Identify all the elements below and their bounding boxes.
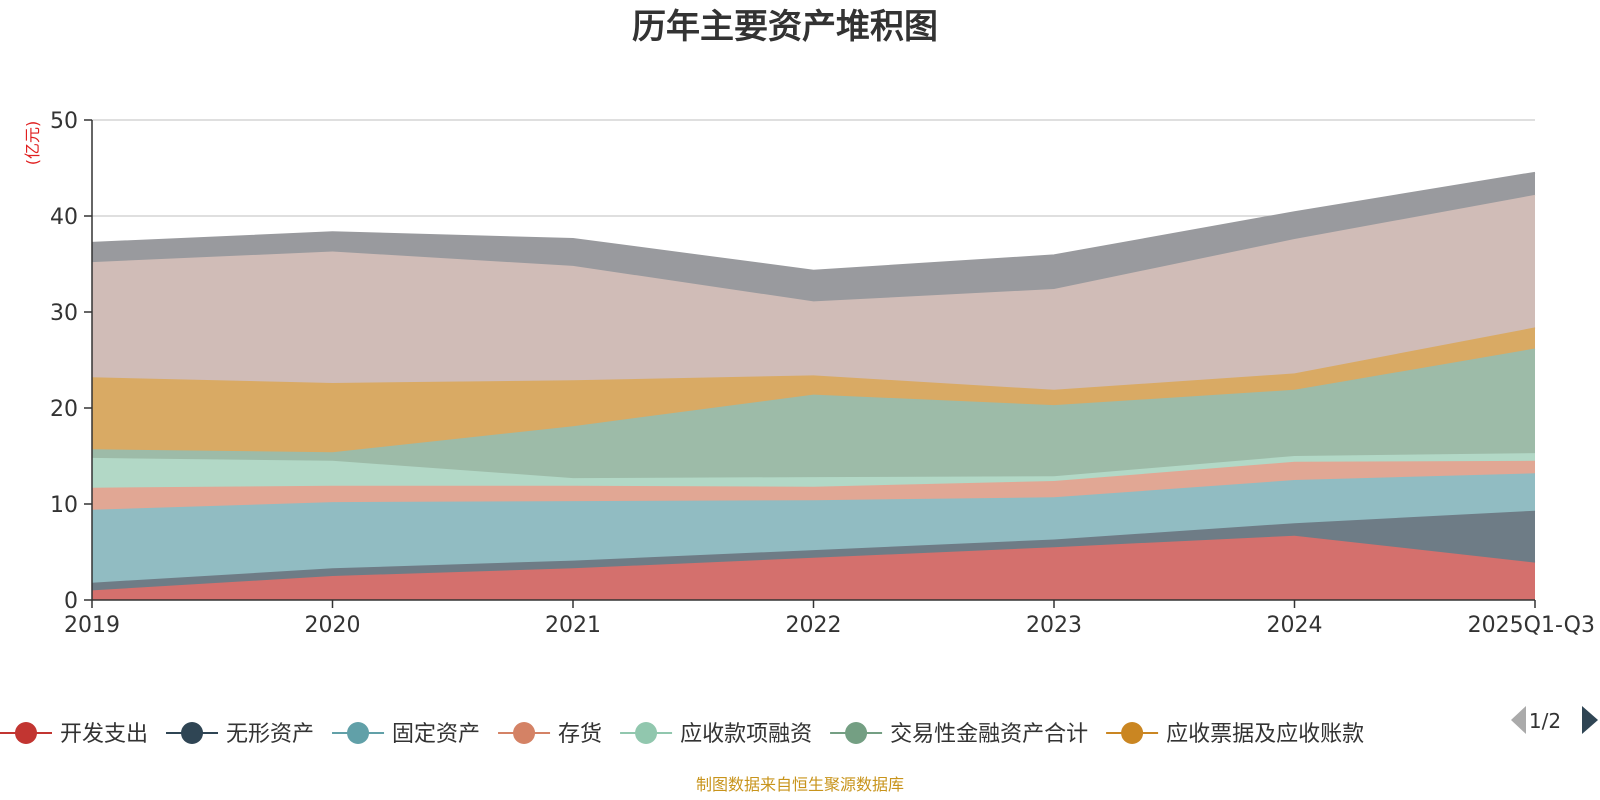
legend-page-indicator: 1/2 bbox=[1529, 709, 1561, 733]
area-series-9[interactable] bbox=[92, 172, 1535, 302]
legend-label: 交易性金融资产合计 bbox=[890, 722, 1088, 747]
x-tick-label: 2023 bbox=[1026, 613, 1082, 638]
triangle-left-icon[interactable] bbox=[1511, 706, 1526, 734]
y-axis-unit-label: (亿元) bbox=[23, 121, 42, 166]
axes: 0 10 20 30 40 50 2019 2020 2021 2022 2023 2024 2025Q… bbox=[50, 109, 1595, 638]
x-tick-label: 2021 bbox=[545, 613, 601, 638]
data-source-note: 制图数据来自恒生聚源数据库 bbox=[696, 775, 904, 794]
legend[interactable]: 开发支出 无形资产 固定资产 存货 应收款项融资 交易性金融资产合计 应收票据及应收账款 bbox=[0, 722, 1364, 747]
legend-label: 无形资产 bbox=[226, 722, 314, 747]
legend-item[interactable]: 无形资产 bbox=[166, 722, 314, 747]
x-tick-label: 2024 bbox=[1267, 613, 1323, 638]
legend-label: 应收票据及应收账款 bbox=[1166, 722, 1364, 747]
legend-item[interactable]: 交易性金融资产合计 bbox=[830, 722, 1088, 747]
y-tick-label: 10 bbox=[50, 493, 78, 518]
x-tick-label: 2019 bbox=[64, 613, 120, 638]
legend-marker-icon bbox=[347, 722, 370, 744]
legend-pager[interactable]: 1/2 bbox=[1511, 706, 1598, 734]
legend-marker-icon bbox=[1121, 722, 1144, 744]
area-series-1[interactable] bbox=[92, 535, 1535, 600]
x-tick-label: 2020 bbox=[305, 613, 361, 638]
area-series-4[interactable] bbox=[92, 460, 1535, 510]
y-tick-label: 40 bbox=[50, 205, 78, 230]
legend-item[interactable]: 固定资产 bbox=[332, 722, 480, 747]
triangle-right-icon[interactable] bbox=[1582, 706, 1598, 734]
legend-marker-icon bbox=[513, 722, 536, 744]
legend-marker-icon bbox=[845, 722, 868, 744]
legend-marker-icon bbox=[635, 722, 658, 744]
series-areas bbox=[91, 171, 1536, 600]
area-series-5[interactable] bbox=[92, 453, 1535, 488]
x-tick-label: 2025Q1-Q3 bbox=[1468, 613, 1595, 638]
legend-label: 应收款项融资 bbox=[680, 722, 812, 747]
y-tick-label: 0 bbox=[64, 589, 78, 614]
legend-marker-icon bbox=[15, 722, 37, 744]
legend-marker-icon bbox=[181, 722, 204, 744]
legend-label: 固定资产 bbox=[392, 722, 480, 747]
legend-item[interactable]: 应收票据及应收账款 bbox=[1106, 722, 1364, 747]
legend-label: 开发支出 bbox=[60, 722, 148, 747]
y-tick-label: 50 bbox=[50, 109, 78, 134]
area-series-8[interactable] bbox=[92, 194, 1535, 390]
chart-title: 历年主要资产堆积图 bbox=[632, 7, 938, 47]
legend-item[interactable]: 应收款项融资 bbox=[620, 722, 812, 747]
legend-item[interactable]: 存货 bbox=[498, 722, 602, 747]
legend-item[interactable]: 开发支出 bbox=[0, 722, 148, 747]
area-series-3[interactable] bbox=[92, 473, 1535, 583]
y-tick-label: 30 bbox=[50, 301, 78, 326]
area-series-7[interactable] bbox=[92, 327, 1535, 453]
legend-label: 存货 bbox=[558, 722, 602, 747]
area-series-9-line bbox=[91, 171, 1536, 272]
area-series-6[interactable] bbox=[92, 348, 1535, 479]
y-tick-label: 20 bbox=[50, 397, 78, 422]
x-tick-label: 2022 bbox=[786, 613, 842, 638]
